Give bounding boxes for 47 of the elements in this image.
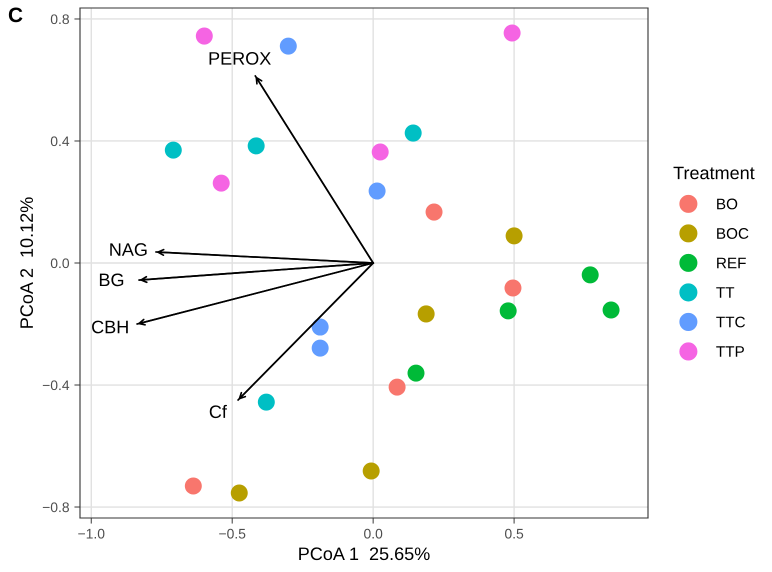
point (362, 462, 380, 480)
series-label: PEROX (210, 52, 271, 65)
y-axis-title: PCoA 2 10.12% (20, 197, 34, 328)
point (248, 137, 265, 154)
legend-title: Treatment (674, 166, 755, 180)
point (504, 24, 521, 42)
point (230, 484, 248, 502)
point (372, 143, 389, 160)
point (184, 477, 202, 494)
x-tick-label: −1.0 (78, 528, 104, 539)
point (388, 378, 406, 396)
point (408, 364, 425, 382)
legend-label: TTP (716, 346, 744, 357)
series-label: NAG (110, 243, 147, 256)
series-label: CBH (92, 320, 128, 334)
y-tick-label: −0.8 (42, 502, 69, 512)
point (212, 174, 230, 192)
y-tick-label: 0.4 (50, 136, 70, 146)
chart-title: C (8, 7, 22, 22)
x-axis-title: PCoA 1 25.65% (299, 547, 430, 560)
point (504, 280, 522, 297)
point (280, 38, 297, 55)
series-label: BG (100, 273, 124, 286)
point (582, 266, 599, 284)
point (500, 302, 517, 320)
point (368, 182, 386, 200)
x-tick-label: −0.5 (219, 528, 246, 539)
y-tick-label: 0.0 (50, 258, 70, 268)
point (404, 124, 422, 142)
point (196, 28, 213, 45)
point (258, 394, 275, 411)
point (164, 142, 182, 159)
point (602, 301, 620, 318)
y-tick-label: 0.8 (50, 14, 69, 24)
y-tick-label: −0.4 (42, 380, 70, 390)
legend-label: BO (717, 198, 738, 210)
legend-label: TTC (716, 316, 746, 328)
legend-label: TT (716, 287, 734, 298)
x-tick-label: 0.5 (504, 528, 524, 539)
point (506, 227, 523, 244)
legend-label: BOC (717, 228, 748, 239)
series-label: Cf (210, 404, 227, 418)
x-tick-label: 0.0 (364, 528, 382, 539)
point (312, 340, 329, 357)
point (426, 204, 443, 221)
legend-label: REF (717, 258, 746, 268)
point (418, 305, 435, 322)
